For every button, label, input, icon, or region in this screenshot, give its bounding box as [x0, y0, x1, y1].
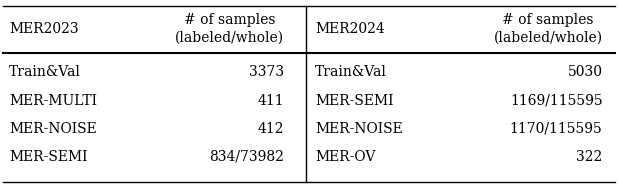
Text: MER-OV: MER-OV: [315, 150, 376, 164]
Text: 1169/115595: 1169/115595: [510, 94, 603, 108]
Text: MER-SEMI: MER-SEMI: [315, 94, 394, 108]
Text: 411: 411: [258, 94, 284, 108]
Text: MER2024: MER2024: [315, 22, 385, 36]
Text: 5030: 5030: [567, 65, 603, 79]
Text: MER2023: MER2023: [9, 22, 79, 36]
Text: MER-SEMI: MER-SEMI: [9, 150, 88, 164]
Text: MER-NOISE: MER-NOISE: [9, 122, 97, 136]
Text: # of samples
(labeled/whole): # of samples (labeled/whole): [493, 14, 603, 45]
Text: # of samples
(labeled/whole): # of samples (labeled/whole): [175, 14, 284, 45]
Text: MER-MULTI: MER-MULTI: [9, 94, 97, 108]
Text: 412: 412: [258, 122, 284, 136]
Text: 322: 322: [577, 150, 603, 164]
Text: Train&Val: Train&Val: [315, 65, 387, 79]
Text: 834/73982: 834/73982: [210, 150, 284, 164]
Text: 3373: 3373: [249, 65, 284, 79]
Text: MER-NOISE: MER-NOISE: [315, 122, 403, 136]
Text: 1170/115595: 1170/115595: [510, 122, 603, 136]
Text: Train&Val: Train&Val: [9, 65, 81, 79]
